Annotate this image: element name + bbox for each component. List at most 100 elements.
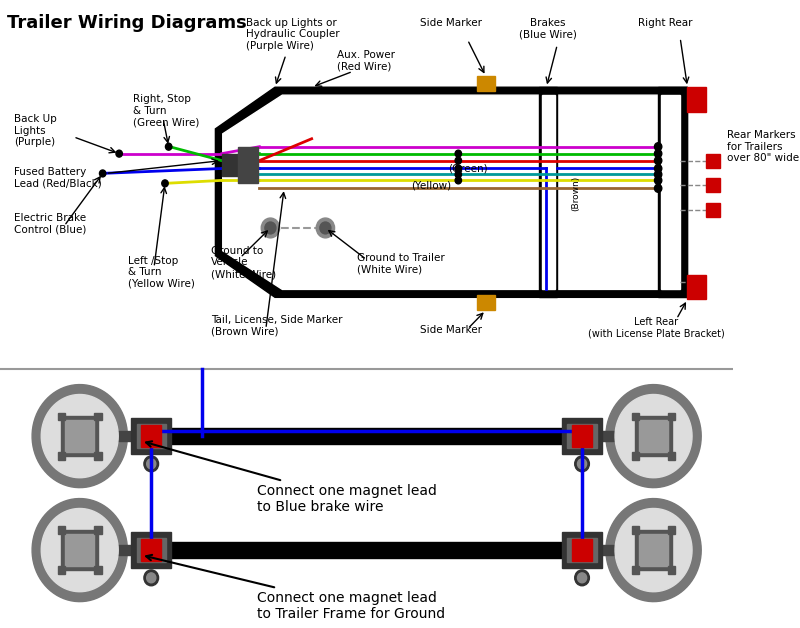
Polygon shape	[582, 545, 618, 555]
Bar	[635, 530, 672, 570]
Text: Left Rear
(with License Plate Bracket): Left Rear (with License Plate Bracket)	[588, 317, 725, 338]
Bar	[632, 413, 639, 420]
Bar	[632, 526, 639, 534]
Text: Trailer Wiring Diagrams: Trailer Wiring Diagrams	[7, 14, 247, 32]
Circle shape	[166, 143, 172, 150]
Circle shape	[162, 180, 168, 187]
Circle shape	[455, 165, 462, 172]
Polygon shape	[32, 499, 127, 602]
Polygon shape	[238, 147, 258, 183]
Circle shape	[654, 149, 662, 158]
Circle shape	[455, 157, 462, 164]
Bar	[62, 530, 98, 570]
Bar	[65, 420, 94, 452]
Bar	[668, 526, 675, 534]
Bar	[65, 534, 94, 566]
Text: Rear Markers
for Trailers
over 80" wide: Rear Markers for Trailers over 80" wide	[727, 130, 799, 163]
Bar	[567, 538, 597, 562]
Bar	[477, 295, 495, 310]
Text: Aux. Power
(Red Wire): Aux. Power (Red Wire)	[338, 50, 395, 71]
Text: (Yellow): (Yellow)	[410, 180, 451, 190]
Polygon shape	[215, 87, 687, 297]
Polygon shape	[151, 428, 582, 444]
Circle shape	[99, 170, 106, 177]
Circle shape	[654, 165, 662, 173]
Text: Right, Stop
& Turn
(Green Wire): Right, Stop & Turn (Green Wire)	[133, 94, 199, 127]
Circle shape	[654, 143, 662, 151]
Polygon shape	[615, 394, 692, 478]
Circle shape	[654, 170, 662, 178]
Circle shape	[262, 218, 279, 238]
Bar	[141, 539, 162, 561]
Bar	[687, 274, 706, 300]
Bar	[668, 413, 675, 420]
Circle shape	[146, 573, 156, 583]
Bar	[141, 425, 162, 447]
Bar	[94, 526, 102, 534]
Bar	[94, 452, 102, 460]
Text: Ground to
Vehicle
(White Wire): Ground to Vehicle (White Wire)	[211, 246, 276, 279]
Circle shape	[146, 459, 156, 469]
Circle shape	[144, 456, 158, 472]
Polygon shape	[542, 95, 554, 290]
Text: Electric Brake
Control (Blue): Electric Brake Control (Blue)	[14, 213, 86, 235]
Circle shape	[265, 222, 276, 234]
Circle shape	[654, 176, 662, 185]
Circle shape	[654, 185, 662, 192]
Bar	[706, 154, 721, 168]
Bar	[137, 424, 166, 448]
Text: Back up Lights or
Hydraulic Coupler
(Purple Wire): Back up Lights or Hydraulic Coupler (Pur…	[246, 18, 339, 51]
Bar	[58, 526, 66, 534]
Polygon shape	[606, 499, 702, 602]
Text: Side Marker: Side Marker	[420, 18, 482, 28]
Circle shape	[574, 570, 590, 586]
Text: (Green): (Green)	[448, 163, 487, 173]
Bar	[562, 418, 602, 454]
Bar	[58, 413, 66, 420]
Circle shape	[316, 218, 334, 238]
Text: Left /Stop
& Turn
(Yellow Wire): Left /Stop & Turn (Yellow Wire)	[128, 256, 195, 289]
Bar	[639, 420, 668, 452]
Text: Side Marker: Side Marker	[420, 325, 482, 335]
Text: Brakes
(Blue Wire): Brakes (Blue Wire)	[519, 18, 577, 40]
Polygon shape	[114, 431, 151, 441]
Bar	[632, 452, 639, 460]
Bar	[567, 424, 597, 448]
Circle shape	[578, 573, 586, 583]
Polygon shape	[658, 87, 687, 297]
Polygon shape	[582, 431, 618, 441]
Polygon shape	[222, 95, 680, 290]
Circle shape	[574, 456, 590, 472]
Polygon shape	[539, 87, 558, 297]
Circle shape	[455, 177, 462, 184]
Bar	[706, 203, 721, 217]
Polygon shape	[114, 545, 151, 555]
Bar	[635, 416, 672, 456]
Bar	[137, 538, 166, 562]
Bar	[668, 452, 675, 460]
Bar	[572, 539, 592, 561]
Bar	[131, 533, 171, 568]
Polygon shape	[42, 394, 118, 478]
Polygon shape	[42, 509, 118, 592]
Bar	[668, 566, 675, 573]
Circle shape	[116, 150, 122, 157]
Bar	[477, 77, 495, 91]
Circle shape	[654, 156, 662, 165]
Text: Ground to Trailer
(White Wire): Ground to Trailer (White Wire)	[358, 252, 446, 274]
Polygon shape	[661, 95, 680, 290]
Bar	[562, 533, 602, 568]
Bar	[94, 413, 102, 420]
Text: Right Rear: Right Rear	[638, 18, 693, 28]
Bar	[131, 418, 171, 454]
Text: Connect one magnet lead
to Trailer Frame for Ground: Connect one magnet lead to Trailer Frame…	[146, 555, 445, 621]
Bar	[632, 566, 639, 573]
Circle shape	[320, 222, 331, 234]
Text: Tail, License, Side Marker
(Brown Wire): Tail, License, Side Marker (Brown Wire)	[211, 315, 342, 337]
Bar	[706, 178, 721, 192]
Bar	[572, 425, 592, 447]
Circle shape	[455, 171, 462, 178]
Bar	[58, 566, 66, 573]
Bar	[687, 87, 706, 112]
Bar	[639, 534, 668, 566]
